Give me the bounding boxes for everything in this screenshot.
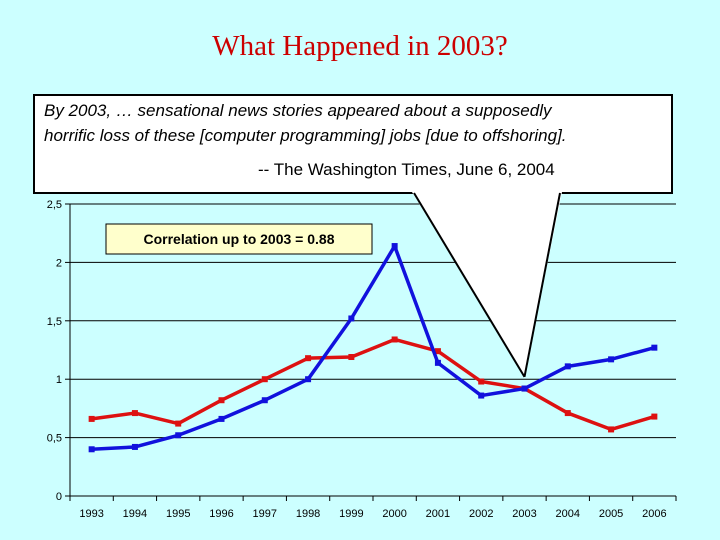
x-tick-label: 2005 (599, 508, 623, 520)
callout-pointer-edge (523, 192, 561, 378)
data-point-blue (131, 443, 138, 450)
data-point-blue (218, 415, 225, 422)
x-tick-label: 2004 (556, 508, 580, 520)
data-point-blue (478, 392, 485, 399)
data-point-red (348, 354, 355, 361)
callout-pointer (412, 192, 562, 377)
data-point-red (131, 410, 138, 417)
y-tick-labels: 0 0,5 1 1,5 2 2,5 (47, 199, 62, 503)
callout-quote-line2: horrific loss of these [computer program… (44, 126, 567, 145)
x-tick-label: 1995 (166, 508, 190, 520)
callout-source: -- The Washington Times, June 6, 2004 (258, 160, 555, 179)
series-layer (88, 243, 658, 453)
x-tick-labels: 1993 1994 1995 1996 1997 1998 1999 2000 2001 2002… (79, 508, 666, 520)
series-line-red (91, 337, 655, 432)
callout-pointer-edge (413, 192, 526, 378)
x-tick-label: 1993 (79, 508, 103, 520)
x-tick-label: 1994 (123, 508, 147, 520)
x-tick-label: 1996 (209, 508, 233, 520)
data-point-blue (175, 432, 182, 439)
callout-layer (33, 94, 673, 378)
data-point-red (218, 397, 225, 404)
data-point-red (305, 355, 312, 362)
x-tick-label: 2002 (469, 508, 493, 520)
data-point-red (434, 348, 441, 355)
data-point-red (564, 410, 571, 417)
slide-title: What Happened in 2003? (212, 30, 508, 62)
data-point-red (651, 413, 658, 420)
data-point-blue (391, 243, 398, 250)
data-point-red (478, 378, 485, 385)
data-point-red (261, 376, 268, 383)
annotation-layer: Correlation up to 2003 = 0.88 (105, 223, 373, 255)
correlation-label: Correlation up to 2003 = 0.88 (143, 231, 334, 247)
x-tick-label: 2001 (426, 508, 450, 520)
x-tick-label: 2000 (382, 508, 406, 520)
data-point-blue (348, 315, 355, 322)
x-tick-label: 2006 (642, 508, 666, 520)
y-tick-label: 2,5 (47, 199, 62, 211)
data-point-blue (261, 397, 268, 404)
data-point-blue (564, 363, 571, 370)
y-tick-label: 1,5 (47, 316, 62, 328)
data-point-blue (651, 344, 658, 351)
data-point-blue (305, 376, 312, 383)
callout-quote-line1: By 2003, … sensational news stories appe… (44, 101, 552, 120)
y-tick-label: 0,5 (47, 433, 62, 445)
x-tick-label: 1998 (296, 508, 320, 520)
data-point-red (608, 426, 615, 433)
x-tick-label: 2003 (512, 508, 536, 520)
data-point-red (391, 336, 398, 343)
data-point-red (175, 420, 182, 427)
y-tick-label: 0 (56, 491, 62, 503)
data-point-red (88, 415, 95, 422)
y-tick-label: 2 (56, 257, 62, 269)
data-point-blue (434, 359, 441, 366)
data-point-blue (521, 385, 528, 392)
x-tick-label: 1997 (253, 508, 277, 520)
y-tick-label: 1 (56, 374, 62, 386)
axes (65, 203, 677, 501)
callout-box (33, 94, 673, 194)
data-point-blue (608, 356, 615, 363)
x-tick-label: 1999 (339, 508, 363, 520)
correlation-box (105, 223, 373, 255)
data-point-blue (88, 446, 95, 453)
series-line-blue (91, 244, 655, 452)
